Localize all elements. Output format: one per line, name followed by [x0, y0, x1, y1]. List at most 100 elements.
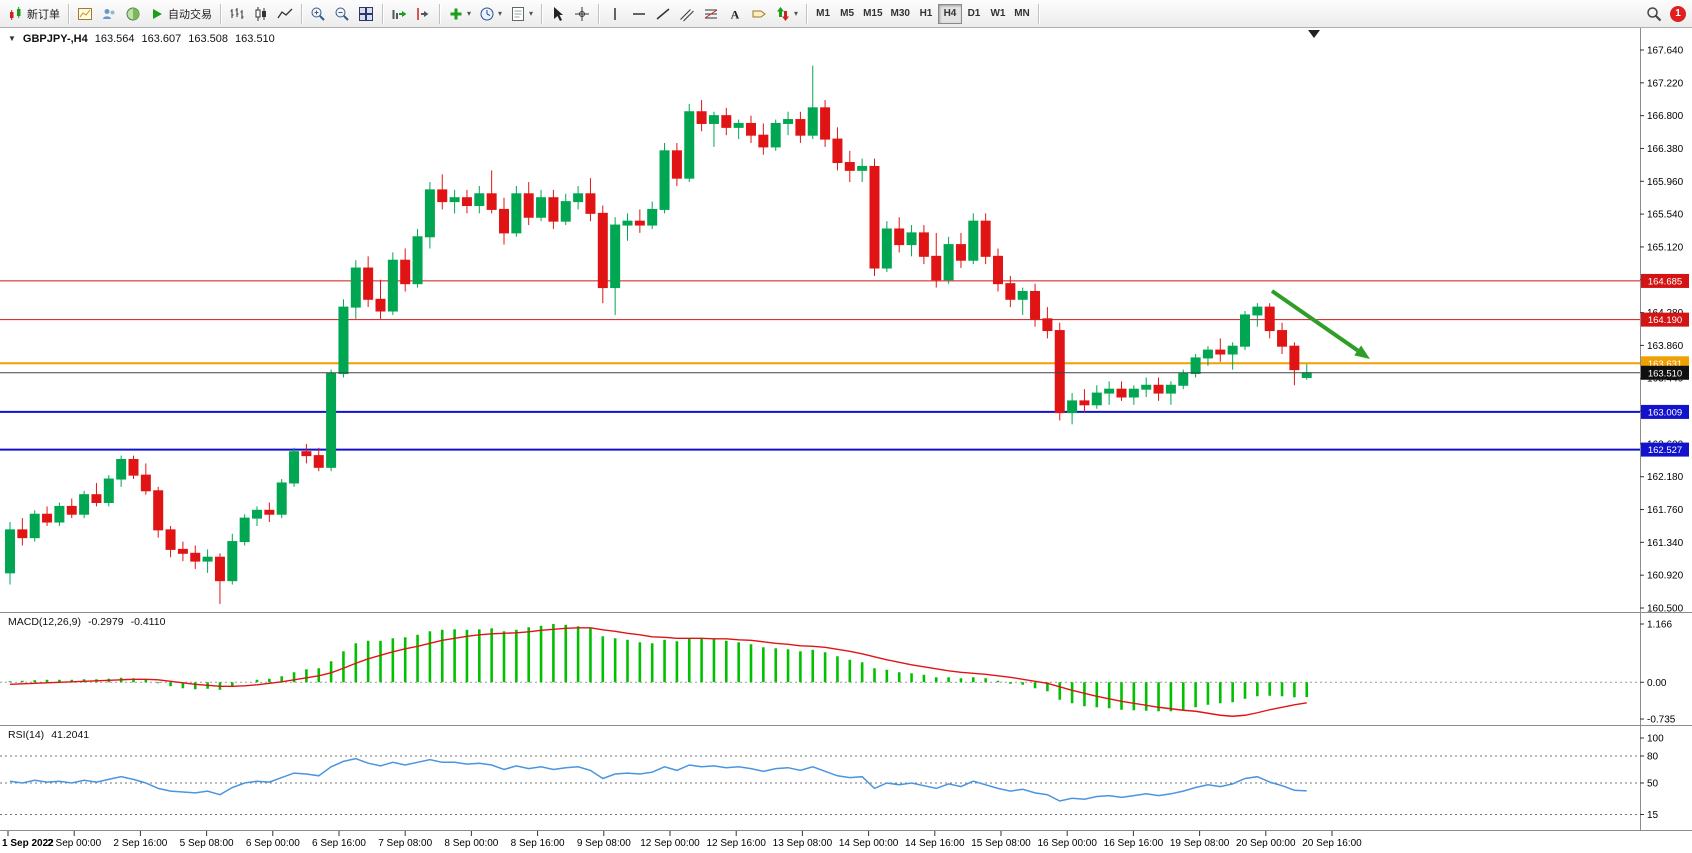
- candle-body: [881, 228, 892, 269]
- candle: [289, 447, 300, 487]
- timeframe-mn-button[interactable]: MN: [1010, 4, 1034, 24]
- timeframe-h4-button[interactable]: H4: [937, 3, 962, 24]
- channel-button[interactable]: [675, 3, 699, 25]
- indicators-add-icon: [448, 6, 464, 22]
- autotrading-button-label: 自动交易: [168, 8, 212, 21]
- candle-body: [190, 552, 201, 562]
- candle-body: [721, 115, 732, 128]
- autotrading-button[interactable]: 自动交易: [145, 3, 216, 25]
- indicators-button[interactable]: ▾: [444, 3, 475, 25]
- fibonacci-button[interactable]: [699, 3, 723, 25]
- toolbar-separator: [382, 3, 383, 24]
- zoom-in-button[interactable]: [306, 3, 330, 25]
- candle-body: [807, 107, 818, 136]
- candle-body: [338, 306, 349, 375]
- timeframe-w1-button[interactable]: W1: [986, 4, 1010, 24]
- timeframe-d1-button[interactable]: D1: [962, 4, 986, 24]
- chart-shift-button[interactable]: [411, 3, 435, 25]
- candle: [993, 248, 1003, 292]
- line-chart-button[interactable]: [273, 3, 297, 25]
- toolbar-separator: [806, 3, 808, 24]
- candle: [17, 518, 28, 546]
- candle-body: [597, 212, 608, 289]
- timeframe-m30-button[interactable]: M30: [887, 4, 914, 24]
- timeframe-m1-button[interactable]: M1: [811, 4, 835, 24]
- auto-scroll-button[interactable]: [387, 3, 411, 25]
- candle-body: [610, 224, 621, 289]
- candle-body: [301, 451, 312, 457]
- candle-body: [140, 474, 151, 492]
- candle: [1227, 342, 1238, 370]
- data-window-button[interactable]: [121, 3, 145, 25]
- horizontal-line-button[interactable]: [627, 3, 651, 25]
- price-tick-label: 163.860: [1647, 341, 1684, 352]
- bid-price-badge-text: 163.510: [1648, 368, 1682, 379]
- rsi-indicator-label: RSI(14): [8, 729, 45, 741]
- trend-arrow[interactable]: [1270, 289, 1359, 353]
- zoom-out-button[interactable]: [330, 3, 354, 25]
- candle-body: [684, 111, 695, 179]
- candle: [560, 193, 571, 226]
- tile-windows-button[interactable]: [354, 3, 378, 25]
- candle: [585, 178, 596, 222]
- trendline-button[interactable]: [651, 3, 675, 25]
- candle: [1067, 393, 1078, 425]
- chart-shift-icon: [415, 6, 431, 22]
- candle-chart-button[interactable]: [249, 3, 273, 25]
- arrows-button[interactable]: ▾: [771, 3, 802, 25]
- macd-axis-label: 1.166: [1647, 620, 1672, 631]
- candle: [103, 475, 114, 507]
- candle: [412, 228, 423, 288]
- profiles-button[interactable]: [97, 3, 121, 25]
- candle: [770, 119, 781, 151]
- chart-shift-marker[interactable]: [1308, 30, 1320, 38]
- periods-button[interactable]: ▾: [475, 3, 506, 25]
- rsi-line: [9, 757, 1307, 802]
- cursor-button[interactable]: [546, 3, 570, 25]
- candle-body: [79, 494, 90, 515]
- macd-signal-value: -0.4110: [130, 616, 166, 628]
- trend-arrow-head: [1354, 345, 1370, 359]
- timeframe-m5-button[interactable]: M5: [835, 4, 859, 24]
- text-button[interactable]: A: [723, 3, 747, 25]
- level-price-badge: [1641, 442, 1689, 457]
- candle-body: [820, 107, 831, 140]
- candle: [1190, 354, 1201, 378]
- price-tick-label: 166.380: [1647, 144, 1684, 155]
- candle: [795, 111, 806, 143]
- vertical-line-button[interactable]: [603, 3, 627, 25]
- notification-badge[interactable]: 1: [1670, 5, 1686, 22]
- time-axis-label: 2 Sep 00:00: [47, 838, 101, 849]
- price-tick-label: 166.800: [1647, 111, 1684, 122]
- candle-body: [634, 220, 645, 226]
- candle: [252, 506, 262, 526]
- templates-button[interactable]: ▾: [506, 3, 537, 25]
- time-axis-label: 12 Sep 16:00: [706, 838, 766, 849]
- text-label-button[interactable]: [747, 3, 771, 25]
- candle-body: [906, 232, 917, 246]
- search-button[interactable]: [1642, 3, 1666, 25]
- new-chart-button[interactable]: [73, 3, 97, 25]
- timeframe-m15-button[interactable]: M15: [859, 4, 886, 24]
- chart-collapse-icon[interactable]: ▼: [8, 34, 16, 43]
- candle-body: [252, 509, 262, 519]
- text-label-icon: [751, 6, 767, 22]
- time-axis-label: 14 Sep 00:00: [839, 838, 899, 849]
- candle: [906, 225, 917, 257]
- candle-body: [424, 189, 435, 238]
- time-axis-label: 16 Sep 16:00: [1104, 838, 1164, 849]
- candle: [165, 525, 176, 558]
- price-tick-label: 162.180: [1647, 472, 1684, 483]
- candle-body: [1005, 283, 1016, 300]
- candle-body: [585, 193, 596, 214]
- timeframe-h1-button[interactable]: H1: [914, 4, 938, 24]
- new-order-button[interactable]: 新订单: [4, 3, 64, 25]
- candle-body: [931, 255, 942, 281]
- candle: [943, 236, 954, 284]
- candle: [128, 455, 139, 480]
- tile-windows-icon: [358, 6, 374, 22]
- new-order-icon: [8, 6, 24, 22]
- crosshair-button[interactable]: [570, 3, 594, 25]
- bar-chart-button[interactable]: [225, 3, 249, 25]
- candle-body: [42, 513, 53, 523]
